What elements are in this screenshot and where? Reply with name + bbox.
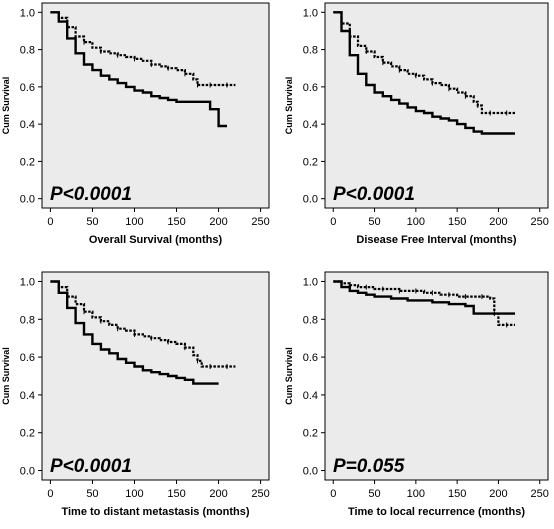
y-tick-label: 0.4 [20,119,35,131]
x-tick-label: 100 [125,216,143,228]
x-tick-label: 150 [448,216,466,228]
series-line-dashed [50,280,236,368]
y-tick-label: 0.2 [20,428,35,440]
plot-area [41,2,270,209]
x-axis-label: Overall Survival (months) [89,234,223,246]
y-tick-label: 0.6 [20,352,35,364]
y-axis-label: Cum Survival [284,77,294,135]
x-axis-label: Time to local recurrence (months) [348,506,525,518]
x-tick-label: 250 [531,216,549,228]
y-tick-label: 0.0 [303,466,318,478]
x-tick-label: 150 [167,488,185,500]
y-tick-label: 0.6 [303,82,318,94]
y-tick-label: 0.4 [303,390,318,402]
x-tick-label: 200 [489,216,507,228]
y-tick-label: 1.0 [303,276,318,288]
y-tick-label: 0.8 [303,314,318,326]
series-line-dashed [333,280,515,326]
y-tick-label: 1.0 [20,276,35,288]
x-tick-label: 100 [125,488,143,500]
y-tick-label: 0.2 [303,428,318,440]
x-tick-label: 0 [47,488,53,500]
series-line-dashed [333,11,515,115]
y-tick-label: 0.6 [303,352,318,364]
y-tick-label: 0.6 [20,82,35,94]
y-tick-label: 0.8 [20,314,35,326]
plot-area [324,2,549,209]
y-tick-label: 1.0 [20,7,35,19]
p-value-annotation: P=0.055 [333,456,405,477]
series-line-solid [50,11,227,128]
y-tick-label: 0.4 [20,390,35,402]
x-tick-label: 250 [251,488,269,500]
plot-area [324,271,549,481]
y-axis-label: Cum Survival [284,347,294,405]
x-tick-label: 100 [407,488,425,500]
series-line-solid [50,280,219,385]
y-tick-label: 0.2 [20,156,35,168]
x-tick-label: 0 [47,216,53,228]
chart-panel-4: 0.0 0.2 0.4 0.6 0.8 1.0 0 50 100 150 200 250 Time to… [284,271,549,518]
p-value-annotation: P<0.0001 [333,184,415,205]
x-tick-label: 0 [330,216,336,228]
y-axis-label: Cum Survival [1,77,11,135]
series-line-dashed [50,11,236,87]
y-tick-label: 1.0 [303,7,318,19]
p-value-annotation: P<0.0001 [50,456,132,477]
x-tick-label: 200 [209,216,227,228]
x-tick-label: 50 [86,216,98,228]
y-tick-label: 0.2 [303,156,318,168]
x-tick-label: 100 [407,216,425,228]
x-tick-label: 0 [330,488,336,500]
series-line-solid [333,280,515,315]
x-axis-label: Disease Free Interval (months) [356,234,517,246]
p-value-annotation: P<0.0001 [50,184,132,205]
y-tick-label: 0.4 [303,119,318,131]
y-tick-label: 0.0 [20,194,35,206]
series-line-solid [333,11,515,135]
x-tick-label: 200 [209,488,227,500]
x-axis-label: Time to distant metastasis (months) [61,506,249,518]
chart-panel-2: 0.0 0.2 0.4 0.6 0.8 1.0 0 50 100 150 200 250 Disease… [284,2,549,246]
x-tick-label: 250 [531,488,549,500]
y-tick-label: 0.8 [20,45,35,57]
y-tick-label: 0.8 [303,45,318,57]
y-axis-label: Cum Survival [1,347,11,405]
x-tick-label: 50 [368,216,380,228]
chart-panel-1: 0.0 0.2 0.4 0.6 0.8 1.0 0 50 100 150 200 250 Overall… [1,2,270,246]
x-tick-label: 150 [167,216,185,228]
x-tick-label: 50 [368,488,380,500]
y-tick-label: 0.0 [20,466,35,478]
x-tick-label: 50 [86,488,98,500]
plot-area [41,271,270,481]
x-tick-label: 250 [251,216,269,228]
x-tick-label: 150 [448,488,466,500]
x-tick-label: 200 [489,488,507,500]
y-tick-label: 0.0 [303,194,318,206]
